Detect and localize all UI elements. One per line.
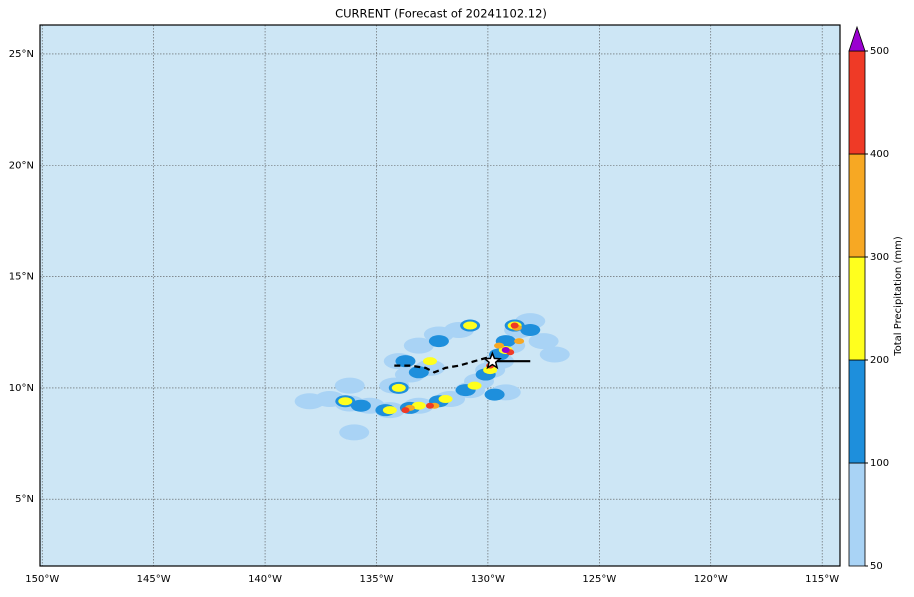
precip-cell — [514, 338, 525, 345]
precip-cell — [401, 407, 410, 414]
colorbar-segment — [848, 256, 866, 361]
precip-cell — [382, 406, 397, 415]
colorbar-segment — [848, 153, 866, 258]
map-frame — [39, 24, 841, 567]
precip-cell — [484, 388, 505, 401]
colorbar-tick-label: 100 — [870, 458, 889, 469]
colorbar-tick-label: 300 — [870, 252, 889, 263]
precip-cell — [408, 366, 429, 379]
precip-cell — [411, 401, 426, 410]
precip-cell — [339, 424, 370, 441]
x-tick-label: 125°W — [582, 574, 616, 585]
precip-cell — [510, 322, 519, 329]
precip-cell — [425, 402, 434, 409]
x-tick-label: 140°W — [248, 574, 282, 585]
precip-cell — [467, 381, 482, 390]
colorbar-tick-label: 400 — [870, 149, 889, 160]
colorbar-extension — [848, 25, 866, 52]
precip-cell — [501, 347, 510, 354]
chart-title: CURRENT (Forecast of 20241102.12) — [335, 7, 547, 21]
y-tick-label: 5°N — [15, 494, 34, 505]
storm-position — [482, 351, 502, 370]
precip-cell — [338, 397, 353, 406]
precip-cell — [403, 337, 434, 354]
y-tick-label: 20°N — [9, 160, 34, 171]
y-tick-label: 25°N — [9, 49, 34, 60]
colorbar-label: Total Precipitation (mm) — [893, 236, 904, 357]
map-background — [40, 25, 840, 566]
y-tick-label: 10°N — [9, 383, 34, 394]
precip-cell — [483, 366, 498, 375]
colorbar-segment — [848, 50, 866, 155]
precip-cell — [395, 355, 416, 368]
storm-track — [394, 355, 491, 374]
x-tick-label: 115°W — [805, 574, 839, 585]
x-tick-label: 150°W — [25, 574, 59, 585]
x-tick-label: 135°W — [359, 574, 393, 585]
colorbar-tick-label: 200 — [870, 355, 889, 366]
x-tick-label: 130°W — [471, 574, 505, 585]
precip-cell — [350, 399, 371, 412]
precip-cell — [391, 383, 406, 392]
x-tick-label: 145°W — [137, 574, 171, 585]
precip-cell — [438, 395, 453, 404]
precip-cell — [334, 377, 365, 394]
colorbar-segment — [848, 462, 866, 567]
precip-cell — [428, 335, 449, 348]
precip-cell — [422, 357, 437, 366]
precip-cell — [528, 333, 559, 350]
x-tick-label: 120°W — [694, 574, 728, 585]
y-tick-label: 15°N — [9, 272, 34, 283]
colorbar-segment — [848, 359, 866, 464]
precip-cell — [463, 321, 478, 330]
colorbar-tick-label: 50 — [870, 561, 883, 572]
precip-cell — [539, 346, 570, 363]
precip-cell — [520, 324, 541, 337]
colorbar-tick-label: 500 — [870, 46, 889, 57]
precip-cell — [494, 342, 505, 349]
